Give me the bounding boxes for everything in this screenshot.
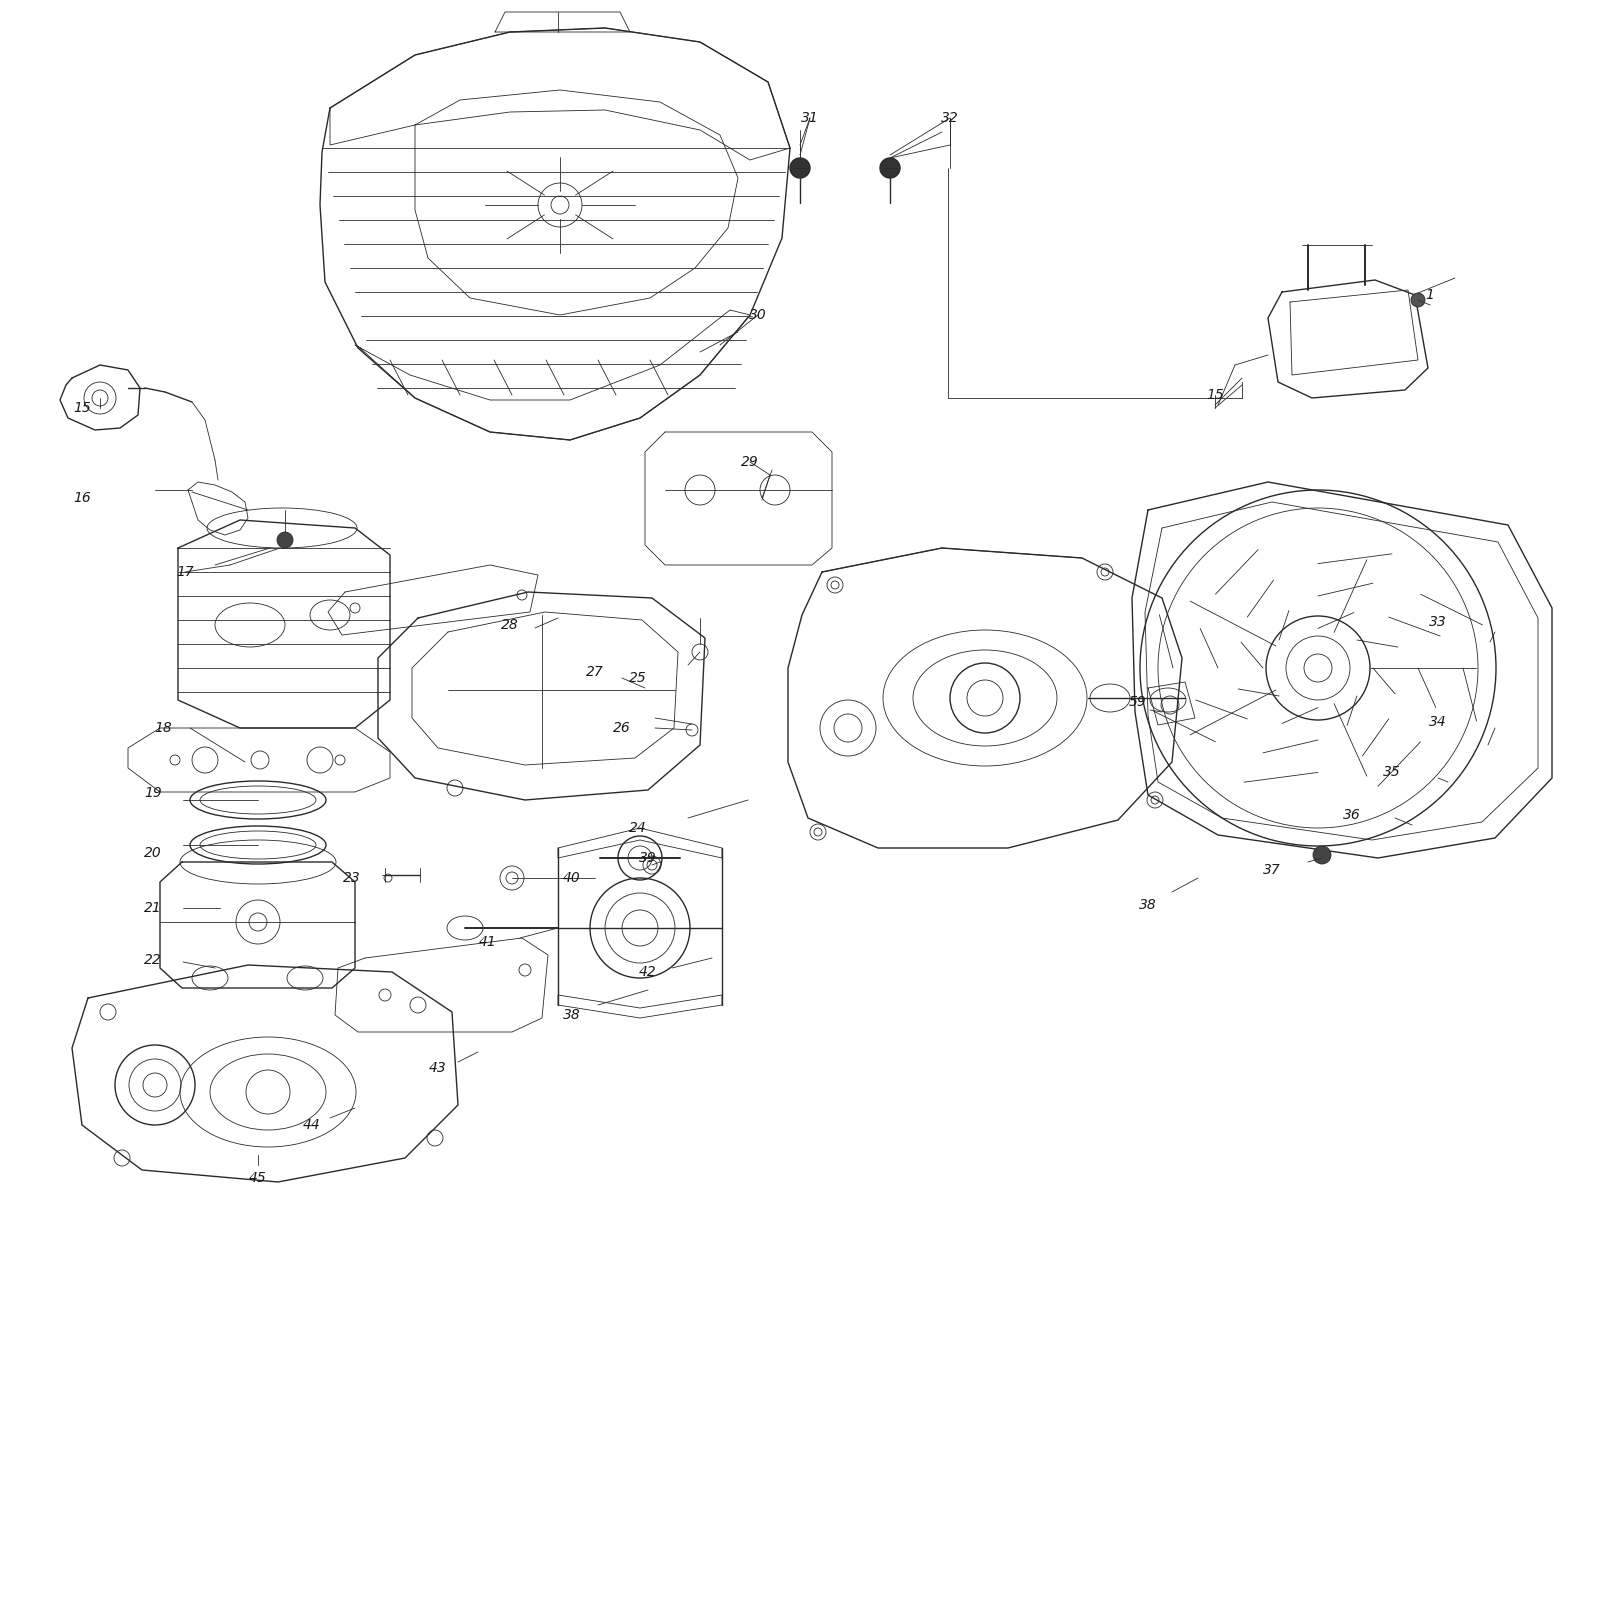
Text: 29: 29: [741, 454, 758, 469]
Circle shape: [1314, 846, 1331, 864]
Text: 20: 20: [144, 846, 162, 861]
Text: 30: 30: [749, 307, 766, 322]
Circle shape: [1411, 293, 1426, 307]
Text: 33: 33: [1429, 614, 1446, 629]
Text: 21: 21: [144, 901, 162, 915]
Text: 32: 32: [941, 110, 958, 125]
Text: 15: 15: [1206, 387, 1224, 402]
Text: 45: 45: [250, 1171, 267, 1186]
Text: 26: 26: [613, 722, 630, 734]
Circle shape: [880, 158, 899, 178]
Text: 19: 19: [144, 786, 162, 800]
Circle shape: [790, 158, 810, 178]
Text: 24: 24: [629, 821, 646, 835]
Text: 42: 42: [638, 965, 658, 979]
Text: 1: 1: [1426, 288, 1435, 302]
Text: 40: 40: [563, 870, 581, 885]
Text: 38: 38: [563, 1008, 581, 1022]
Text: 16: 16: [74, 491, 91, 506]
Text: 27: 27: [586, 666, 603, 678]
Text: 44: 44: [302, 1118, 322, 1133]
Text: 15: 15: [74, 402, 91, 414]
Text: 18: 18: [154, 722, 171, 734]
Text: 43: 43: [429, 1061, 446, 1075]
Text: 37: 37: [1262, 862, 1282, 877]
Text: 22: 22: [144, 954, 162, 966]
Text: 31: 31: [802, 110, 819, 125]
Text: 36: 36: [1342, 808, 1362, 822]
Text: 38: 38: [1139, 898, 1157, 912]
Text: 34: 34: [1429, 715, 1446, 730]
Text: 23: 23: [342, 870, 362, 885]
Text: 41: 41: [478, 934, 498, 949]
Text: 28: 28: [501, 618, 518, 632]
Text: 59: 59: [1130, 694, 1147, 709]
Text: 35: 35: [1382, 765, 1402, 779]
Circle shape: [277, 531, 293, 547]
Text: 17: 17: [176, 565, 194, 579]
Text: 25: 25: [629, 670, 646, 685]
Text: 39: 39: [638, 851, 658, 866]
